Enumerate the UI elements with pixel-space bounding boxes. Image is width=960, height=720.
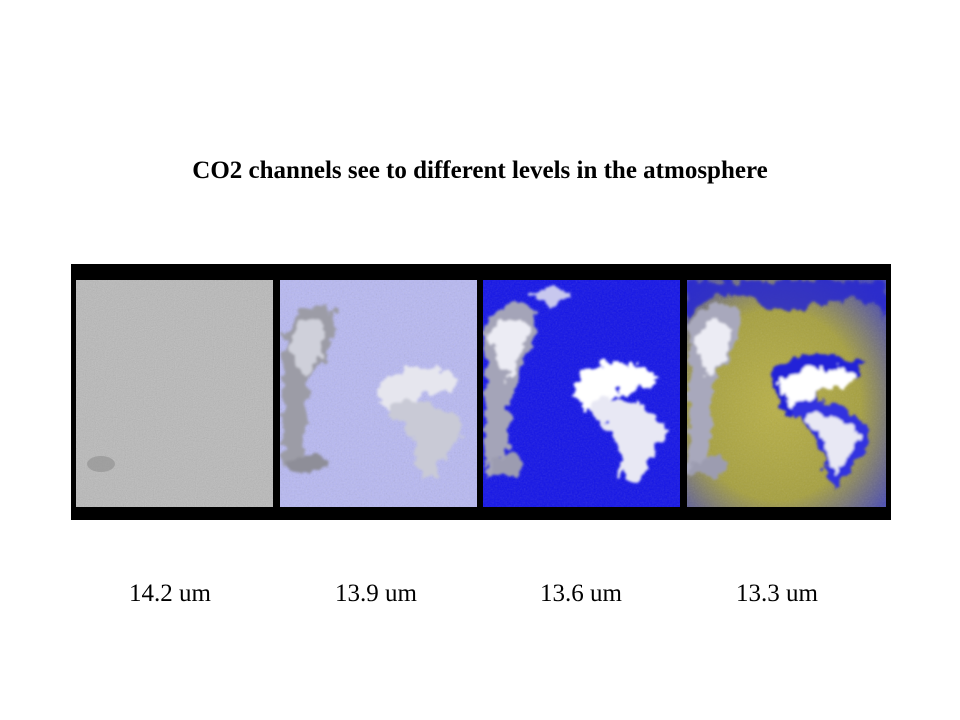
panel-label-13-9: 13.9 um (335, 580, 417, 607)
panel-13-3-image (687, 280, 886, 507)
panel-label-13-6: 13.6 um (540, 580, 622, 607)
panel-label-14-2: 14.2 um (129, 580, 211, 607)
satellite-image-strip (71, 264, 891, 520)
panel-label-13-3: 13.3 um (736, 580, 818, 607)
panel-14-2-image (76, 280, 273, 507)
panel-13-6-image (483, 280, 680, 507)
satellite-panels (76, 280, 886, 507)
panel-13-9-image (280, 280, 477, 507)
slide-title: CO2 channels see to different levels in … (192, 157, 768, 184)
